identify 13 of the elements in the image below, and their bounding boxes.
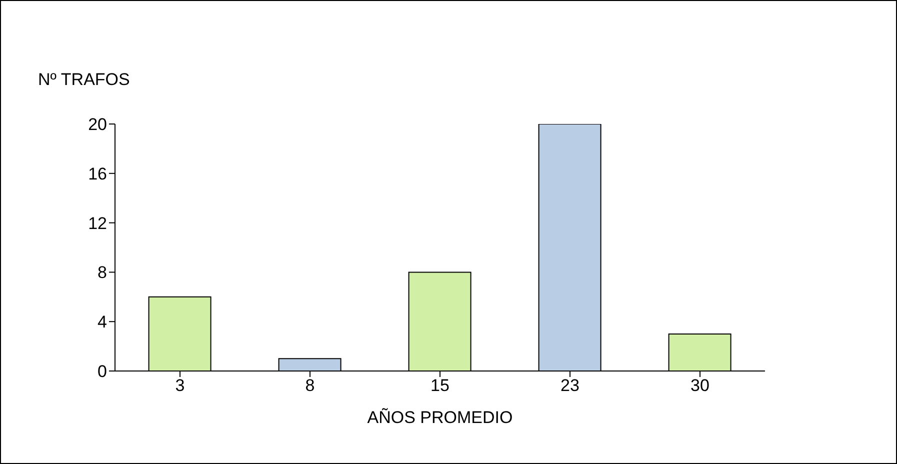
y-tick-label: 16 bbox=[88, 164, 107, 184]
y-axis-title: Nº TRAFOS bbox=[38, 70, 130, 90]
y-tick-label: 8 bbox=[98, 263, 107, 282]
x-tick-label: 8 bbox=[305, 376, 315, 396]
x-tick-label: 3 bbox=[175, 376, 185, 396]
y-tick-label: 0 bbox=[98, 362, 107, 382]
x-tick-label: 15 bbox=[430, 376, 450, 396]
x-tick-label: 23 bbox=[560, 376, 580, 396]
x-axis-title: AÑOS PROMEDIO bbox=[367, 408, 513, 427]
x-tick-label: 30 bbox=[690, 376, 710, 396]
y-tick-label: 4 bbox=[98, 312, 107, 332]
y-tick-label: 12 bbox=[88, 214, 107, 233]
y-tick-label: 20 bbox=[88, 115, 107, 134]
